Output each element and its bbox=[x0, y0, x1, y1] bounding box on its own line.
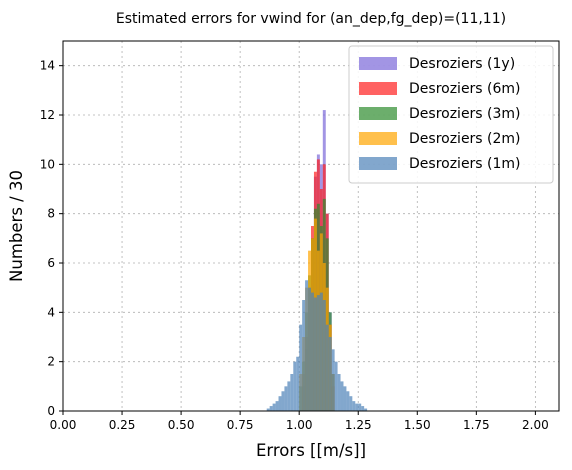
histogram-bar bbox=[302, 300, 306, 411]
legend-label: Desroziers (1y) bbox=[409, 56, 515, 72]
x-tick-label: 1.00 bbox=[286, 418, 313, 432]
x-tick-label: 1.50 bbox=[404, 418, 431, 432]
x-tick-label: 0.25 bbox=[109, 418, 136, 432]
histogram-bar bbox=[331, 349, 335, 411]
histogram-bar bbox=[275, 401, 279, 411]
legend-swatch bbox=[359, 157, 397, 170]
x-tick-label: 0.00 bbox=[50, 418, 77, 432]
y-tick-label: 6 bbox=[47, 256, 55, 270]
histogram-bar bbox=[319, 292, 323, 411]
y-tick-label: 14 bbox=[40, 59, 55, 73]
legend-swatch bbox=[359, 132, 397, 145]
y-tick-label: 0 bbox=[47, 404, 55, 418]
histogram-bar bbox=[316, 295, 320, 411]
histogram-bar bbox=[337, 374, 341, 411]
histogram-bar bbox=[361, 406, 365, 411]
histogram-bar bbox=[340, 381, 344, 411]
histogram-bar bbox=[352, 401, 356, 411]
y-tick-label: 4 bbox=[47, 305, 55, 319]
histogram-bar bbox=[299, 324, 303, 411]
legend-label: Desroziers (2m) bbox=[409, 131, 521, 147]
histogram-bar bbox=[313, 297, 317, 411]
histogram-bar bbox=[311, 292, 314, 411]
y-tick-label: 10 bbox=[40, 157, 55, 171]
histogram-bar bbox=[278, 396, 282, 411]
histogram-bar bbox=[343, 386, 347, 411]
histogram-bar bbox=[269, 406, 273, 411]
histogram-bar bbox=[349, 396, 353, 411]
legend-box bbox=[348, 45, 554, 184]
histogram-bar bbox=[281, 391, 285, 411]
histogram-bar bbox=[284, 386, 288, 411]
chart-legend: Desroziers (1y) Desroziers (6m) Desroziers… bbox=[348, 45, 554, 184]
y-axis-label: Numbers / 30 bbox=[7, 170, 26, 282]
histogram-bar bbox=[266, 408, 270, 411]
x-tick-label: 0.50 bbox=[168, 418, 195, 432]
histogram-bar bbox=[328, 337, 332, 411]
histogram-bar bbox=[325, 324, 329, 411]
histogram-bar bbox=[364, 408, 368, 411]
y-tick-label: 12 bbox=[40, 108, 55, 122]
chart-title: Estimated errors for vwind for (an_dep,f… bbox=[116, 11, 506, 27]
histogram-bar bbox=[272, 403, 276, 411]
legend-swatch bbox=[359, 107, 397, 120]
y-tick-label: 2 bbox=[47, 355, 55, 369]
legend-label: Desroziers (1m) bbox=[409, 156, 521, 172]
plot-frame bbox=[62, 40, 560, 412]
histogram-bar bbox=[305, 280, 309, 411]
x-tick-label: 2.00 bbox=[522, 418, 549, 432]
histogram-bar bbox=[355, 403, 359, 411]
histogram-bar bbox=[358, 403, 362, 411]
x-tick-label: 1.25 bbox=[345, 418, 372, 432]
x-tick-label: 1.75 bbox=[463, 418, 490, 432]
series-5-bars bbox=[266, 280, 368, 411]
x-axis-ticks: 0.00 0.25 0.50 0.75 1.00 1.25 1.50 1.75 2.00 bbox=[50, 411, 549, 432]
histogram-bar bbox=[287, 381, 291, 411]
legend-label: Desroziers (6m) bbox=[409, 81, 521, 97]
legend-swatch bbox=[359, 82, 397, 95]
x-tick-label: 0.75 bbox=[227, 418, 254, 432]
histogram-bar bbox=[293, 361, 297, 411]
histogram-bar bbox=[346, 391, 350, 411]
histogram-bars bbox=[266, 110, 368, 412]
histogram-bar bbox=[322, 300, 326, 411]
histogram-bar bbox=[296, 356, 300, 411]
histogram-bar bbox=[334, 361, 338, 411]
y-tick-label: 8 bbox=[47, 207, 55, 221]
x-axis-label: Errors [[m/s]] bbox=[256, 441, 366, 460]
legend-swatch bbox=[359, 57, 397, 70]
legend-label: Desroziers (3m) bbox=[409, 106, 521, 122]
y-axis-ticks: 0 2 4 6 8 10 12 14 bbox=[40, 59, 63, 418]
histogram-bar bbox=[290, 374, 294, 411]
histogram-bar bbox=[308, 287, 311, 411]
